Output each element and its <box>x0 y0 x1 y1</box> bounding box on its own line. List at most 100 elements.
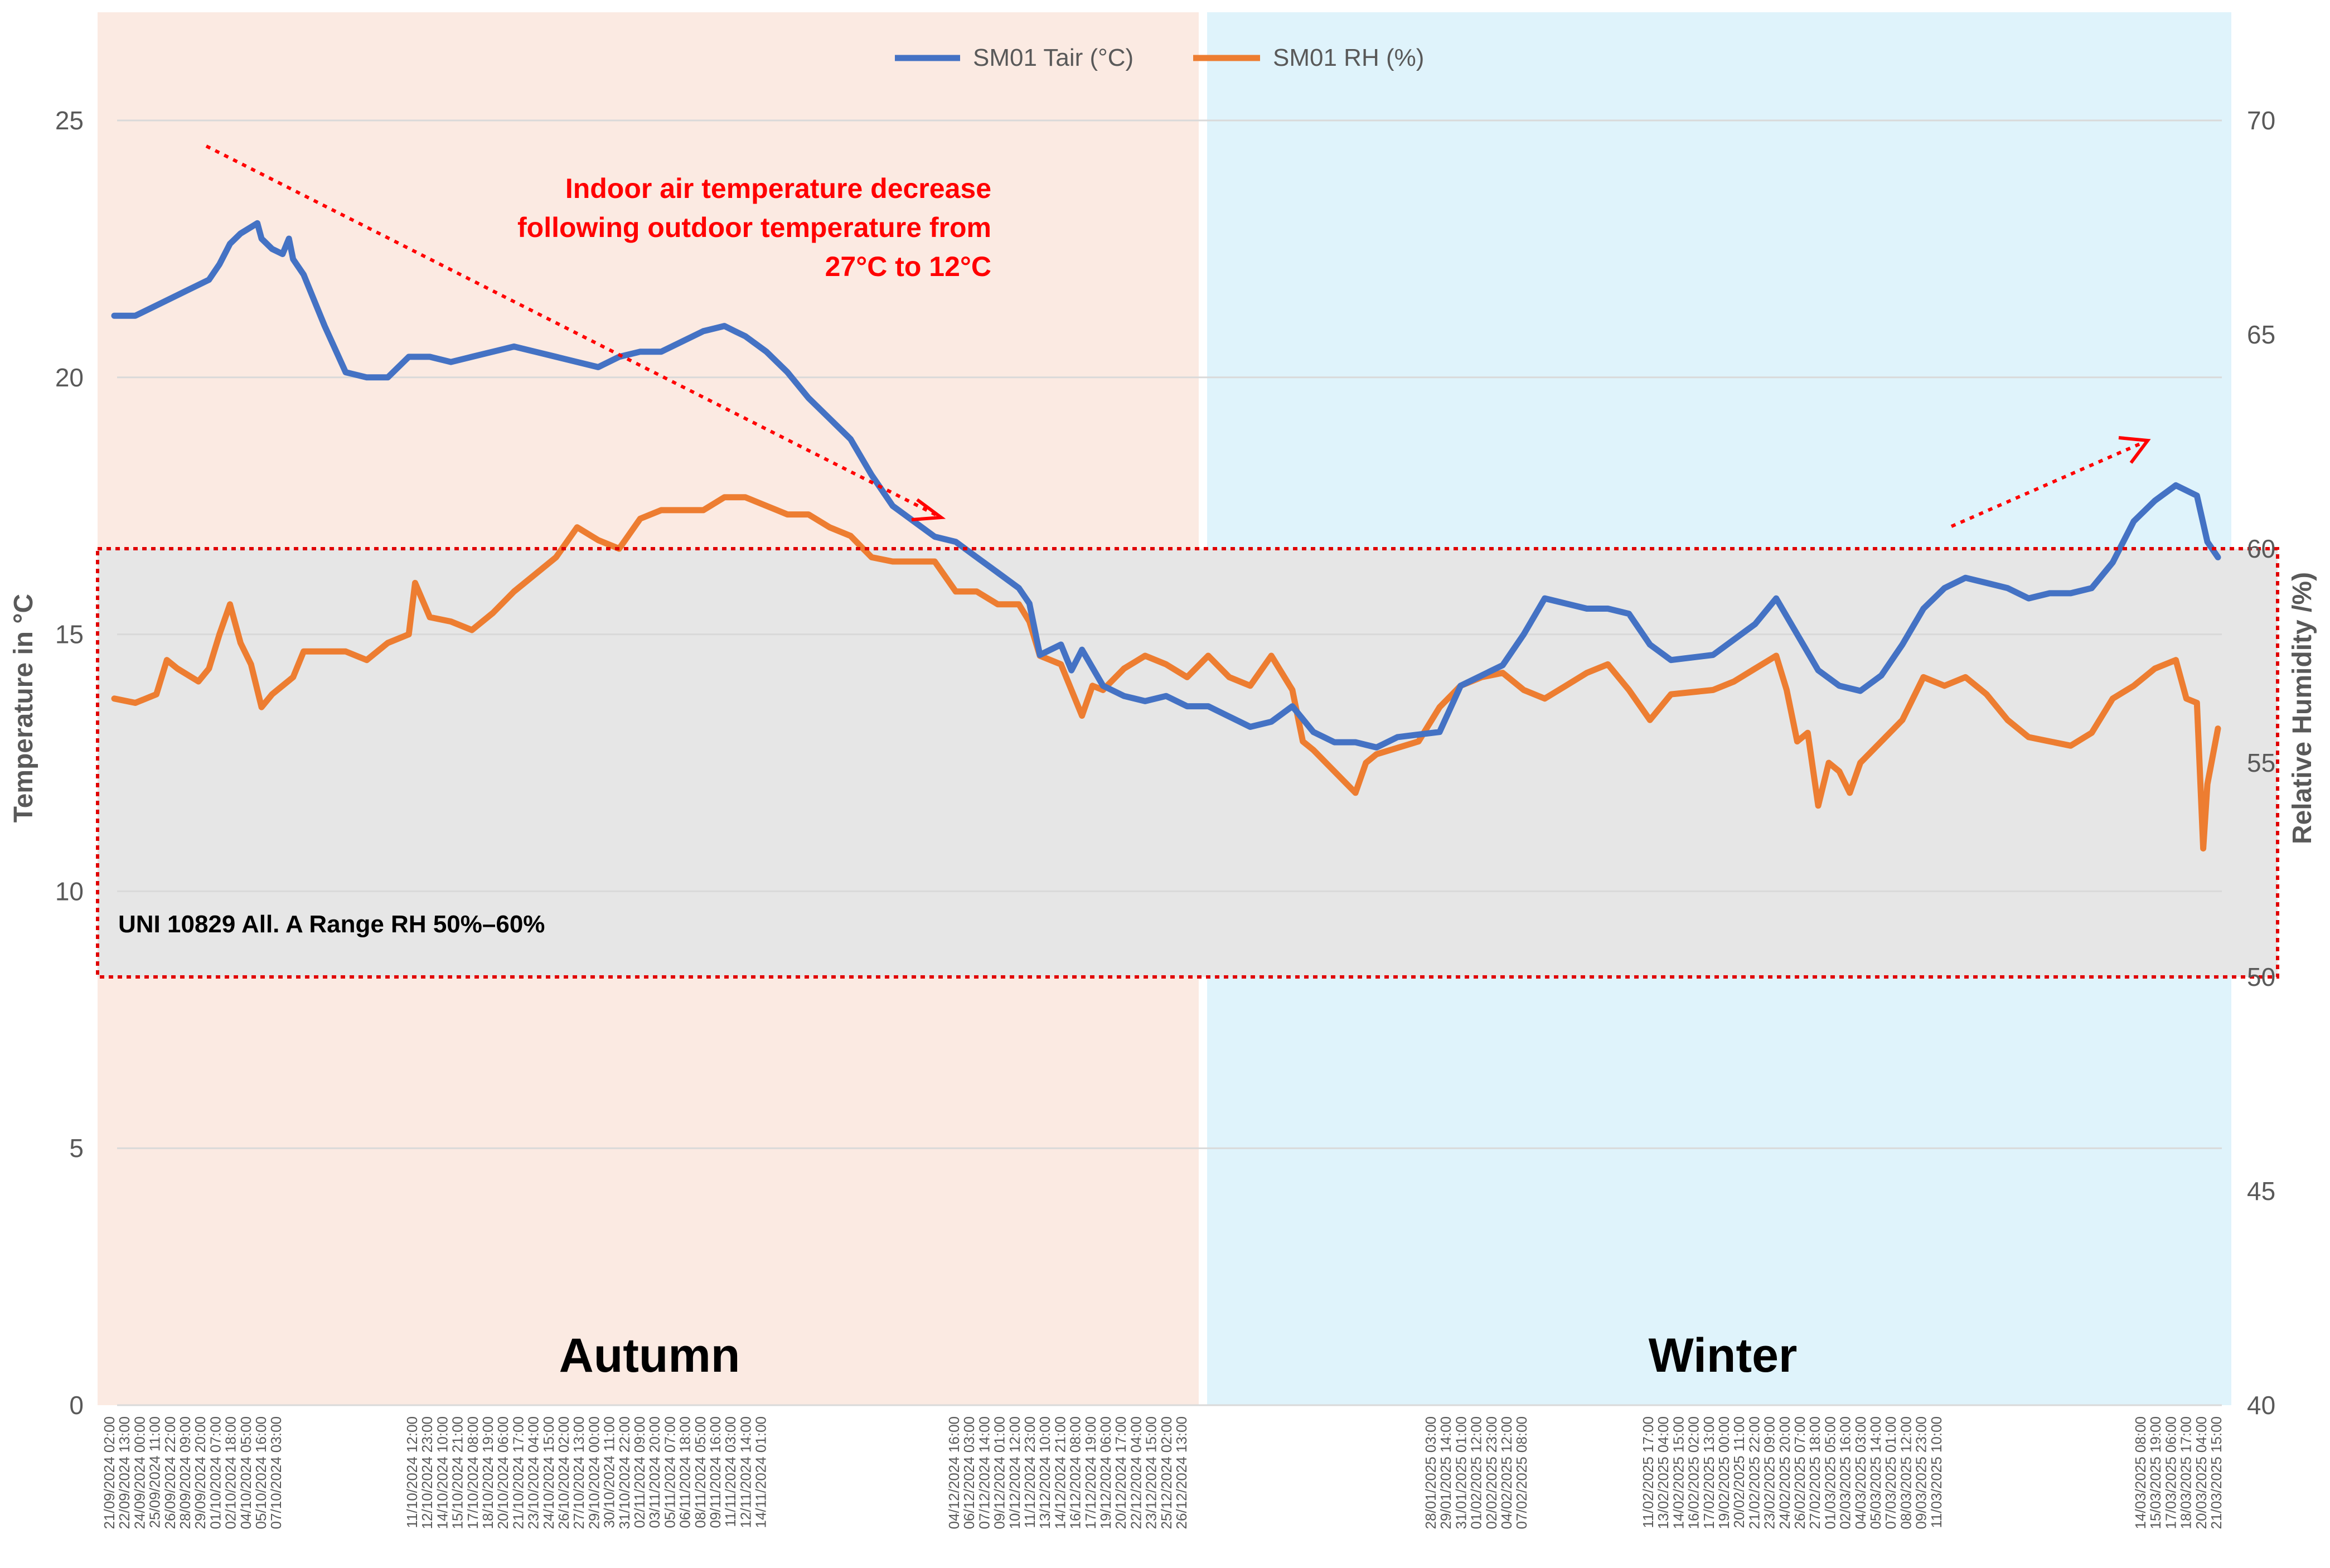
x-tick-label: 16/02/2025 02:00 <box>1685 1416 1702 1529</box>
x-tick-label: 24/09/2024 00:00 <box>131 1416 148 1529</box>
gridlines <box>117 119 2222 1406</box>
x-tick-label: 01/10/2024 07:00 <box>207 1416 224 1529</box>
x-tick-label: 20/02/2025 11:00 <box>1731 1416 1747 1528</box>
annotation-line-1: Indoor air temperature decrease <box>565 173 991 204</box>
x-tick-label: 11/02/2025 17:00 <box>1640 1416 1656 1528</box>
x-tick-label: 21/02/2025 22:00 <box>1746 1416 1762 1529</box>
x-tick-label: 04/02/2025 12:00 <box>1498 1416 1515 1529</box>
x-tick-label: 09/11/2024 16:00 <box>707 1416 724 1528</box>
x-tick-label: 03/11/2024 20:00 <box>646 1416 663 1528</box>
x-tick-label: 19/12/2024 06:00 <box>1097 1416 1114 1529</box>
x-tick-label: 17/12/2024 19:00 <box>1082 1416 1099 1529</box>
annotation-line-2: following outdoor temperature from <box>517 212 991 243</box>
x-tick-label: 09/03/2025 23:00 <box>1913 1416 1930 1529</box>
x-tick-label: 07/12/2024 14:00 <box>976 1416 992 1529</box>
y-axis-ticks: 0 5 10 15 20 25 <box>55 106 84 1420</box>
x-tick-label: 20/12/2024 17:00 <box>1112 1416 1129 1529</box>
rh-range-border <box>96 547 2279 979</box>
x-tick-label: 04/10/2024 05:00 <box>238 1416 254 1529</box>
x-tick-label: 21/10/2024 17:00 <box>510 1416 526 1529</box>
legend-label-tair: SM01 Tair (°C) <box>973 44 1133 71</box>
x-tick-label: 21/09/2024 02:00 <box>101 1416 118 1529</box>
x-tick-label: 07/03/2025 01:00 <box>1882 1416 1899 1529</box>
x-tick-label: 26/02/2025 07:00 <box>1791 1416 1808 1529</box>
x-tick-label: 30/10/2024 11:00 <box>601 1416 618 1528</box>
x-tick-label: 31/10/2024 22:00 <box>616 1416 633 1529</box>
y2-tick-label: 60 <box>2247 534 2275 563</box>
x-tick-label: 18/10/2024 19:00 <box>479 1416 496 1529</box>
x-tick-label: 15/10/2024 21:00 <box>449 1416 466 1529</box>
annotations: Indoor air temperature decrease followin… <box>118 144 2151 938</box>
background-layer <box>98 12 2278 1405</box>
x-tick-label: 31/01/2025 01:00 <box>1452 1416 1469 1529</box>
y2-tick-label: 55 <box>2247 748 2275 777</box>
x-tick-label: 28/09/2024 09:00 <box>177 1416 193 1529</box>
season-label-autumn: Autumn <box>559 1329 740 1382</box>
x-tick-label: 27/02/2025 18:00 <box>1806 1416 1823 1529</box>
y-tick-label: 5 <box>69 1134 84 1163</box>
x-tick-label: 29/09/2024 20:00 <box>192 1416 209 1529</box>
x-tick-label: 07/10/2024 03:00 <box>268 1416 284 1529</box>
x-tick-label: 15/03/2025 19:00 <box>2147 1416 2164 1529</box>
x-tick-label: 07/02/2025 08:00 <box>1513 1416 1530 1529</box>
x-tick-label: 11/12/2024 23:00 <box>1021 1416 1038 1528</box>
annotation-line-3: 27°C to 12°C <box>825 251 991 282</box>
trend-arrow-down <box>205 144 942 519</box>
x-tick-label: 21/03/2025 15:00 <box>2208 1416 2225 1529</box>
x-tick-label: 01/02/2025 12:00 <box>1468 1416 1485 1529</box>
x-tick-label: 04/12/2024 16:00 <box>946 1416 962 1529</box>
x-tick-label: 13/12/2024 10:00 <box>1036 1416 1053 1529</box>
x-tick-label: 09/12/2024 01:00 <box>991 1416 1008 1529</box>
x-tick-label: 05/10/2024 16:00 <box>253 1416 269 1529</box>
y2-axis-label: Relative Humidity /%) <box>2288 572 2317 844</box>
x-tick-label: 14/10/2024 10:00 <box>434 1416 451 1529</box>
series-line-sm01-tair <box>111 220 2221 751</box>
series-line-sm01-rh <box>111 494 2221 852</box>
y2-axis-ticks: 40 45 50 55 60 65 70 <box>2247 106 2275 1420</box>
x-tick-label: 02/11/2024 09:00 <box>631 1416 648 1528</box>
x-tick-label: 08/03/2025 12:00 <box>1897 1416 1914 1529</box>
x-tick-label: 02/10/2024 18:00 <box>222 1416 239 1529</box>
x-tick-label: 23/10/2024 04:00 <box>525 1416 542 1529</box>
x-tick-label: 25/09/2024 11:00 <box>147 1416 163 1528</box>
x-tick-label: 06/12/2024 03:00 <box>961 1416 977 1529</box>
x-tick-label: 14/11/2024 01:00 <box>753 1416 769 1528</box>
y2-tick-label: 65 <box>2247 320 2275 349</box>
trend-arrow-up-head <box>2118 436 2151 464</box>
x-tick-label: 06/11/2024 18:00 <box>677 1416 694 1528</box>
x-tick-label: 19/02/2025 00:00 <box>1716 1416 1732 1529</box>
x-tick-label: 01/03/2025 05:00 <box>1822 1416 1838 1529</box>
legend: SM01 Tair (°C) SM01 RH (%) <box>895 44 1424 71</box>
y2-tick-label: 70 <box>2247 106 2275 135</box>
season-labels: Autumn Winter <box>559 1329 1798 1382</box>
x-tick-label: 29/01/2025 14:00 <box>1437 1416 1454 1529</box>
x-tick-label: 05/11/2024 07:00 <box>661 1416 678 1528</box>
x-tick-label: 27/10/2024 13:00 <box>570 1416 587 1529</box>
x-tick-label: 20/03/2025 04:00 <box>2193 1416 2210 1529</box>
x-tick-label: 12/11/2024 14:00 <box>737 1416 754 1528</box>
x-tick-label: 12/10/2024 23:00 <box>419 1416 435 1529</box>
x-tick-label: 17/10/2024 08:00 <box>464 1416 481 1529</box>
x-tick-label: 26/12/2024 13:00 <box>1173 1416 1190 1529</box>
y-tick-label: 10 <box>55 877 84 906</box>
y2-tick-label: 45 <box>2247 1177 2275 1206</box>
x-tick-label: 11/10/2024 12:00 <box>404 1416 420 1528</box>
x-tick-label: 13/02/2025 04:00 <box>1655 1416 1672 1529</box>
x-tick-label: 10/12/2024 12:00 <box>1006 1416 1023 1529</box>
x-tick-label: 08/11/2024 05:00 <box>692 1416 709 1528</box>
x-tick-label: 20/10/2024 06:00 <box>495 1416 511 1529</box>
x-tick-label: 14/12/2024 21:00 <box>1052 1416 1068 1529</box>
y-tick-label: 25 <box>55 106 84 135</box>
x-tick-label: 17/03/2025 06:00 <box>2162 1416 2179 1529</box>
x-tick-label: 11/11/2024 03:00 <box>722 1416 739 1527</box>
x-tick-label: 05/03/2025 14:00 <box>1867 1416 1884 1529</box>
y-axis-label: Temperature in °C <box>9 594 38 822</box>
rh-range-label: UNI 10829 All. A Range RH 50%–60% <box>118 911 545 938</box>
x-tick-label: 28/01/2025 03:00 <box>1422 1416 1439 1529</box>
x-tick-label: 14/02/2025 15:00 <box>1670 1416 1687 1529</box>
x-tick-label: 11/03/2025 10:00 <box>1928 1416 1945 1528</box>
axes: 0 5 10 15 20 25 40 45 50 55 60 65 70 21/09/2024 02:… <box>9 106 2317 1529</box>
x-tick-label: 23/02/2025 09:00 <box>1761 1416 1778 1529</box>
